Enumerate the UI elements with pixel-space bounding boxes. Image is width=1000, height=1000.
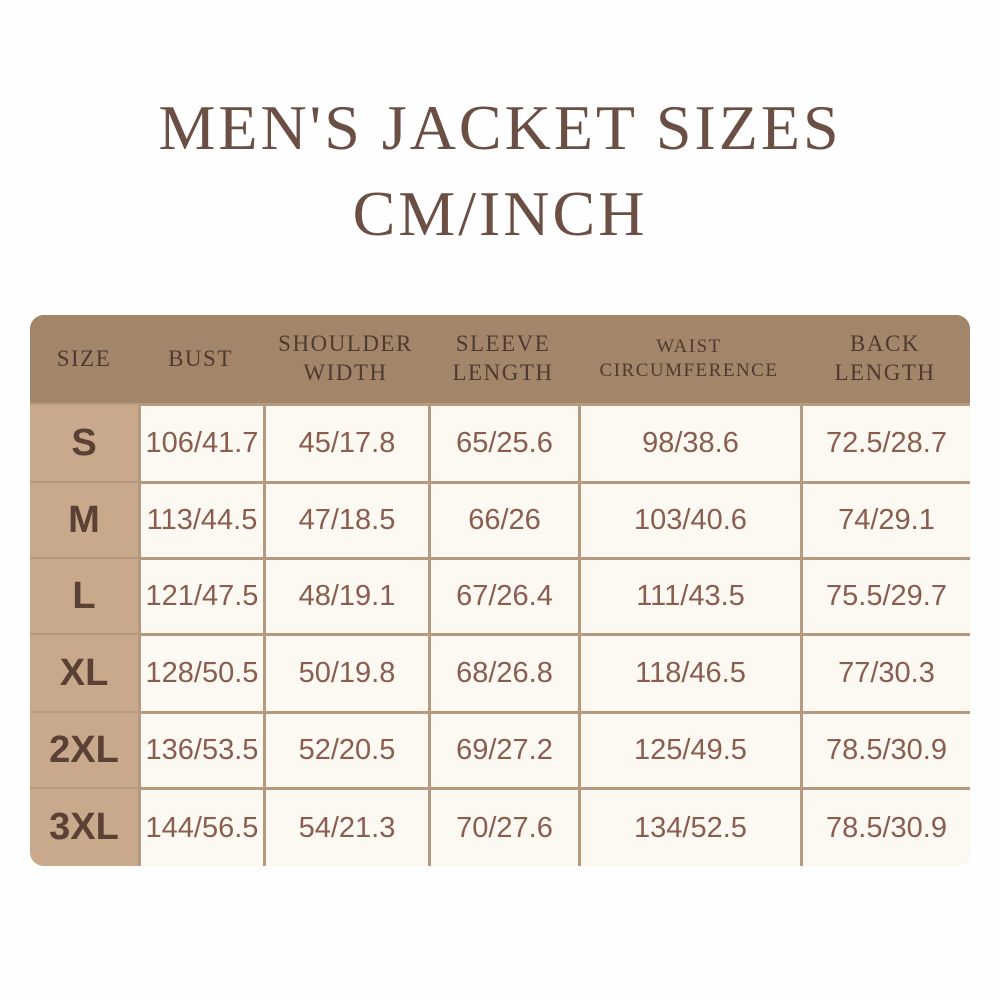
table-cell: 70/27.6 <box>428 787 578 866</box>
table-cell: 111/43.5 <box>578 557 800 633</box>
size-label: M <box>30 481 138 557</box>
table-cell: 125/49.5 <box>578 711 800 787</box>
table-cell: 67/26.4 <box>428 557 578 633</box>
page-title: MEN'S JACKET SIZES <box>158 92 842 163</box>
size-label: S <box>30 403 138 481</box>
table-cell: 47/18.5 <box>263 481 428 557</box>
table-cell: 50/19.8 <box>263 633 428 711</box>
table-cell: 69/27.2 <box>428 711 578 787</box>
table-cell: 98/38.6 <box>578 403 800 481</box>
size-label: L <box>30 557 138 633</box>
table-cell: 74/29.1 <box>800 481 970 557</box>
table-cell: 106/41.7 <box>138 403 263 481</box>
column-header: BACK LENGTH <box>800 315 970 403</box>
table-cell: 54/21.3 <box>263 787 428 866</box>
table-cell: 134/52.5 <box>578 787 800 866</box>
column-header: SLEEVE LENGTH <box>428 315 578 403</box>
page-subtitle: CM/INCH <box>352 178 648 249</box>
column-header: SHOULDER WIDTH <box>263 315 428 403</box>
table-cell: 45/17.8 <box>263 403 428 481</box>
table-cell: 77/30.3 <box>800 633 970 711</box>
table-cell: 128/50.5 <box>138 633 263 711</box>
table-cell: 144/56.5 <box>138 787 263 866</box>
table-cell: 136/53.5 <box>138 711 263 787</box>
size-label: 2XL <box>30 711 138 787</box>
size-label: XL <box>30 633 138 711</box>
table-cell: 75.5/29.7 <box>800 557 970 633</box>
table-cell: 121/47.5 <box>138 557 263 633</box>
table-cell: 72.5/28.7 <box>800 403 970 481</box>
table-cell: 66/26 <box>428 481 578 557</box>
table-cell: 118/46.5 <box>578 633 800 711</box>
table-cell: 68/26.8 <box>428 633 578 711</box>
column-header: WAIST CIRCUMFERENCE <box>578 315 800 403</box>
table-cell: 78.5/30.9 <box>800 711 970 787</box>
column-header: BUST <box>138 315 263 403</box>
column-header: SIZE <box>30 315 138 403</box>
table-cell: 52/20.5 <box>263 711 428 787</box>
table-cell: 48/19.1 <box>263 557 428 633</box>
table-cell: 113/44.5 <box>138 481 263 557</box>
table-cell: 78.5/30.9 <box>800 787 970 866</box>
table-cell: 103/40.6 <box>578 481 800 557</box>
table-cell: 65/25.6 <box>428 403 578 481</box>
size-label: 3XL <box>30 787 138 866</box>
size-table: SIZE BUST SHOULDER WIDTH SLEEVE LENGTH WAIST… <box>30 315 970 866</box>
